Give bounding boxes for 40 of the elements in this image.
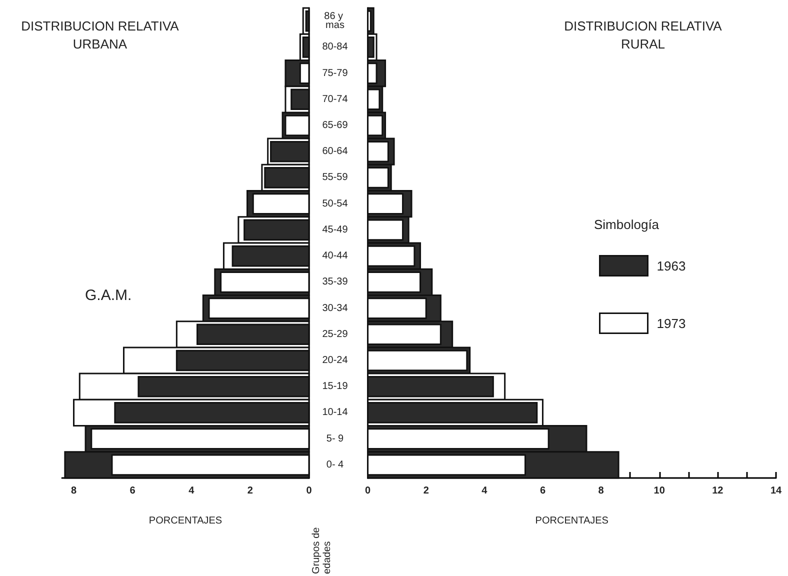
x-tick-label: 2	[423, 486, 430, 496]
legend-label: 1963	[656, 258, 686, 274]
x-tick-label: 12	[712, 486, 724, 496]
y-tick-label: 70-74	[322, 94, 348, 105]
y-tick-label: 45-49	[322, 224, 348, 236]
y-tick-label: 35-39	[322, 276, 348, 288]
y-tick-label: 30-34	[322, 302, 348, 314]
y-tick-label: 60-64	[322, 146, 348, 158]
x-tick-label: 6	[130, 486, 136, 496]
x-tick-label: 8	[598, 486, 604, 496]
x-axis-title: PORCENTAJES	[148, 516, 222, 526]
y-tick-label: 86 y mas	[324, 11, 346, 32]
x-tick-label: 4	[482, 486, 488, 496]
y-tick-label: 10-14	[322, 407, 348, 418]
y-tick-label: 0- 4	[326, 459, 344, 470]
x-tick-label: 6	[540, 486, 546, 496]
text: DISTRIBUCION RELATIVA RURAL	[564, 18, 722, 52]
x-tick-label: 0	[306, 486, 312, 496]
y-tick-label: 80-84	[322, 42, 348, 53]
x-tick-label: 2	[247, 486, 254, 496]
x-tick-label: 8	[70, 486, 77, 496]
legend-label: 1973	[656, 316, 686, 331]
y-axis-title: Grupos de edades	[311, 524, 333, 574]
y-tick-label: 50-54	[322, 198, 348, 210]
x-tick-label: 4	[188, 486, 195, 496]
x-tick-label: 14	[770, 486, 782, 496]
x-tick-label: 10	[654, 486, 666, 496]
y-tick-label: 5- 9	[326, 433, 344, 444]
x-tick-label: 0	[365, 486, 371, 496]
text: DISTRIBUCION RELATIVA URBANA	[21, 18, 180, 52]
annotation: G.A.M.	[85, 287, 132, 304]
y-tick-label: 25-29	[322, 328, 348, 340]
y-tick-label: 55-59	[322, 172, 348, 184]
y-tick-label: 65-69	[322, 120, 348, 131]
y-tick-label: 40-44	[322, 250, 348, 262]
y-tick-label: 15-19	[322, 381, 348, 392]
y-tick-label: 20-24	[322, 355, 348, 366]
y-tick-label: 75-79	[322, 68, 348, 79]
x-axis-title: PORCENTAJES	[535, 516, 609, 526]
legend-title: Simbología	[594, 217, 660, 232]
